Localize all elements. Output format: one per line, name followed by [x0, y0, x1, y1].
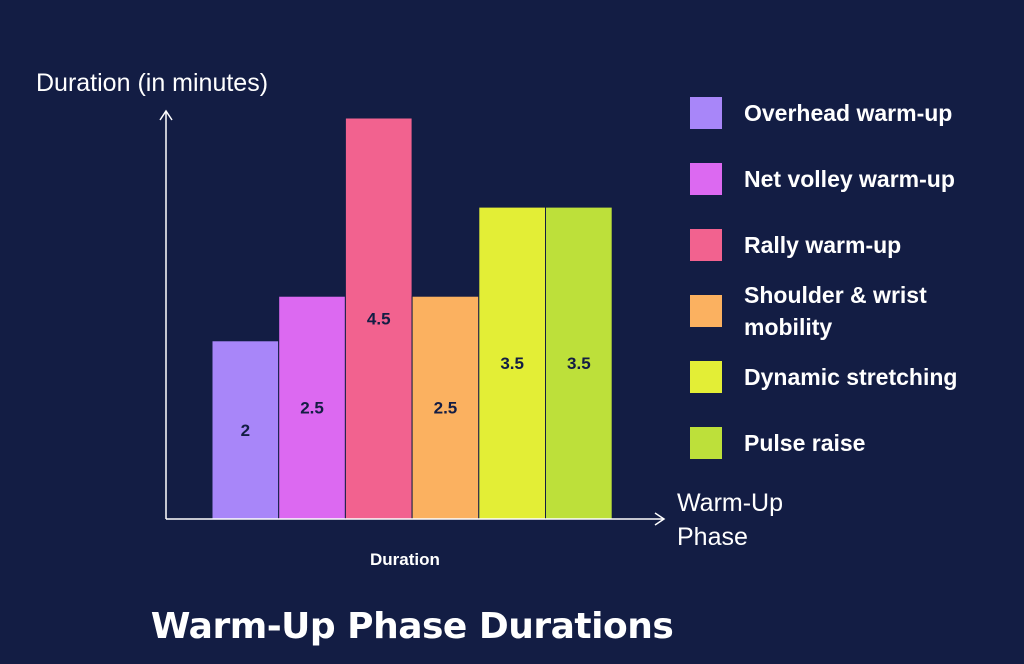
legend-swatch: [690, 229, 722, 261]
legend-label: Rally warm-up: [744, 232, 902, 258]
bar-value-label-1: 2: [241, 421, 250, 440]
bar-value-label-5: 3.5: [500, 354, 524, 373]
y-axis-arrow: [159, 109, 173, 121]
bar-2: [278, 295, 346, 520]
bar-value-label-6: 3.5: [567, 354, 591, 373]
legend-label: Net volley warm-up: [744, 166, 955, 192]
bar-4: [411, 295, 480, 520]
bar-6: [545, 206, 613, 520]
legend-item-3: Rally warm-up: [690, 212, 1020, 278]
legend-item-5: Dynamic stretching: [690, 344, 1020, 410]
bars-group: [211, 117, 613, 520]
legend-label: Dynamic stretching: [744, 364, 958, 390]
legend-item-6: Pulse raise: [690, 410, 1020, 476]
bar-5: [478, 206, 546, 520]
axes-group: [159, 109, 666, 526]
legend-label: Shoulder & wrist mobility: [744, 282, 927, 340]
x-axis-arrow: [654, 512, 666, 526]
chart-title: Warm-Up Phase Durations: [150, 606, 674, 647]
bar-value-label-4: 2.5: [434, 399, 458, 418]
legend-swatch: [690, 295, 722, 327]
x-axis-category-label: Duration: [370, 550, 440, 569]
legend-swatch: [690, 361, 722, 393]
bar-value-label-2: 2.5: [300, 399, 324, 418]
legend-label: Overhead warm-up: [744, 100, 953, 126]
value-labels-group: 2 2.5 4.5 2.5 3.5 3.5: [241, 310, 591, 440]
legend-swatch: [690, 163, 722, 195]
bar-3: [344, 117, 413, 520]
legend-swatch: [690, 427, 722, 459]
legend-item-4: Shoulder & wrist mobility: [690, 278, 1020, 344]
legend: Overhead warm-up Net volley warm-up Rally …: [690, 80, 1020, 476]
legend-item-2: Net volley warm-up: [690, 146, 1020, 212]
y-axis-title: Duration (in minutes): [36, 69, 269, 97]
bar-1: [211, 340, 280, 520]
legend-swatch: [690, 97, 722, 129]
bar-value-label-3: 4.5: [367, 310, 391, 329]
legend-item-1: Overhead warm-up: [690, 80, 1020, 146]
legend-label: Pulse raise: [744, 430, 866, 456]
x-axis-title: Warm-Up Phase: [677, 489, 784, 551]
